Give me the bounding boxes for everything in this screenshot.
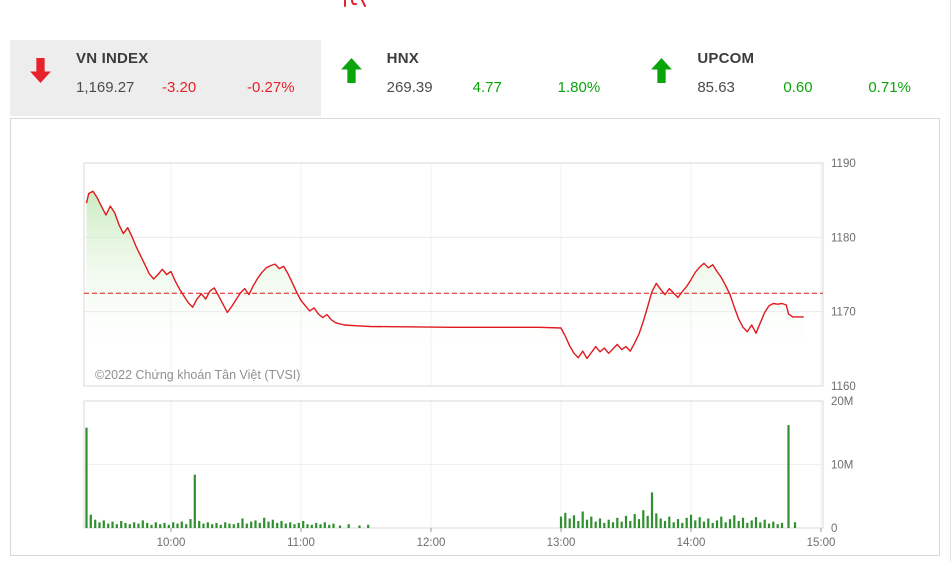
up-arrow-icon — [340, 57, 362, 84]
svg-text:0: 0 — [831, 523, 837, 535]
intraday-chart-svg: 1190 1180 1170 1160 20M 10M 0 10:00 11:00 12:00 13… — [83, 158, 856, 549]
clipped-red-text-fragment — [344, 0, 366, 7]
price-area-fill — [86, 191, 804, 386]
svg-text:15:00: 15:00 — [807, 537, 836, 549]
index-percent: 0.71% — [868, 79, 911, 96]
intraday-chart-panel: 1190 1180 1170 1160 20M 10M 0 10:00 11:00 12:00 13… — [10, 118, 940, 556]
index-summary-bar: VN INDEX 1,169.27 -3.20 -0.27% HNX 269.3… — [10, 40, 942, 116]
volume-plot-border — [83, 400, 824, 529]
index-card-hnx[interactable]: HNX 269.39 4.77 1.80% — [321, 40, 632, 116]
axis-labels: 1190 1180 1170 1160 20M 10M 0 10:00 11:00 12:00 13… — [157, 158, 856, 549]
up-arrow-icon — [651, 57, 673, 84]
index-card-upcom[interactable]: UPCOM 85.63 0.60 0.71% — [631, 40, 942, 116]
index-change: 0.60 — [783, 79, 813, 96]
index-name: HNX — [386, 50, 419, 67]
copyright-watermark: ©2022 Chứng khoán Tân Việt (TVSI) — [95, 368, 300, 382]
index-value: 1,169.27 — [76, 79, 135, 96]
index-percent: -0.27% — [247, 79, 295, 96]
svg-text:12:00: 12:00 — [417, 537, 446, 549]
index-change: -3.20 — [162, 79, 197, 96]
index-change: 4.77 — [472, 79, 502, 96]
svg-text:10M: 10M — [831, 460, 853, 472]
svg-text:13:00: 13:00 — [547, 537, 576, 549]
svg-text:1190: 1190 — [831, 158, 856, 170]
svg-text:20M: 20M — [831, 396, 853, 408]
index-percent: 1.80% — [557, 79, 601, 96]
price-line — [85, 190, 804, 360]
svg-text:11:00: 11:00 — [287, 537, 315, 549]
index-card-vnindex[interactable]: VN INDEX 1,169.27 -3.20 -0.27% — [10, 40, 321, 116]
index-name: VN INDEX — [76, 50, 149, 67]
viewport-right-edge — [950, 0, 951, 561]
svg-text:1160: 1160 — [831, 381, 856, 393]
volume-bars — [85, 425, 797, 528]
index-value: 85.63 — [697, 79, 735, 96]
svg-text:1180: 1180 — [831, 232, 856, 244]
index-value: 269.39 — [386, 79, 433, 96]
svg-text:14:00: 14:00 — [677, 537, 706, 549]
index-name: UPCOM — [697, 50, 755, 67]
svg-text:1170: 1170 — [831, 307, 856, 319]
svg-text:10:00: 10:00 — [157, 537, 186, 549]
down-arrow-icon — [30, 57, 51, 84]
